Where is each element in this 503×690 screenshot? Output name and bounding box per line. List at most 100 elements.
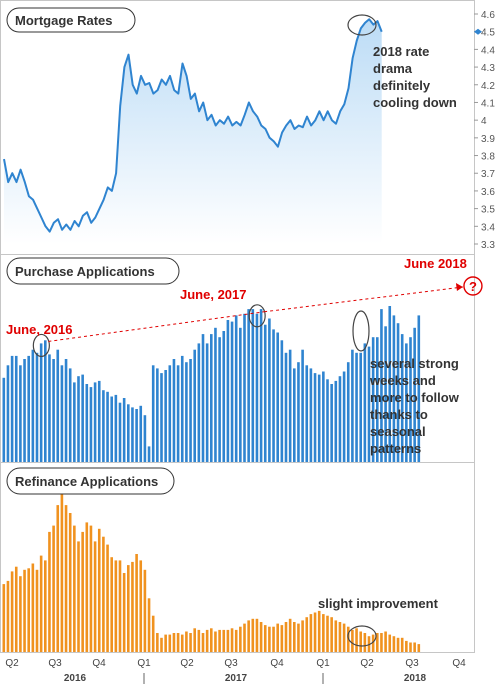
rate-tick-label: 3.3 <box>481 240 495 251</box>
rates-title-box: Mortgage Rates <box>6 7 136 33</box>
purchase-bar <box>197 343 201 462</box>
refinance-bar <box>251 618 255 652</box>
purchase-bar <box>31 349 35 462</box>
rate-current-marker <box>474 28 482 35</box>
purchase-note-line-2: weeks and <box>369 373 436 388</box>
refinance-bar <box>139 560 143 652</box>
purchase-bar <box>106 391 109 462</box>
refinance-bar <box>19 576 22 652</box>
refinance-bar <box>371 634 375 652</box>
purchase-bar <box>400 334 404 462</box>
refinance-bar <box>27 568 30 652</box>
rate-tick-label: 4.5 <box>481 28 495 39</box>
refinance-bar <box>317 610 321 652</box>
x-quarter-label: Q2 <box>5 658 19 669</box>
refinance-bar <box>309 614 313 652</box>
refinance-bar <box>417 644 421 652</box>
purchase-bar <box>330 384 333 462</box>
refinance-bar <box>151 615 155 652</box>
purchase-bar <box>172 359 176 462</box>
refinance-bar <box>180 634 184 652</box>
refinance-bar <box>44 560 47 652</box>
purchase-bar <box>60 365 64 462</box>
refinance-bar <box>413 642 416 652</box>
refinance-bar <box>384 631 387 652</box>
rate-peak-circle <box>347 14 377 36</box>
refinance-panel-frame <box>0 462 475 653</box>
purchase-bar <box>205 343 209 462</box>
purchase-bar <box>6 365 10 462</box>
purchase-bar <box>185 362 188 462</box>
refinance-bar <box>52 525 55 652</box>
refinance-bar <box>210 628 213 652</box>
rate-tick-label: 4.6 <box>481 10 495 21</box>
refinance-annotation: slight improvement <box>318 596 439 611</box>
refinance-bar <box>14 566 18 652</box>
rates-title: Mortgage Rates <box>15 13 113 28</box>
purchase-bar <box>193 349 196 462</box>
refinance-bar <box>405 640 408 652</box>
purchase-bar <box>39 343 43 462</box>
purchase-bar <box>168 365 172 462</box>
purchase-bar <box>247 309 250 462</box>
purchase-bar <box>102 390 105 462</box>
refinance-bar <box>39 555 43 652</box>
purchase-bar <box>151 365 155 462</box>
purchase-bars <box>2 306 421 462</box>
purchase-bar <box>371 337 375 462</box>
refinance-bar <box>205 629 209 652</box>
refinance-bar <box>77 541 80 652</box>
purchase-note-line-1: several strong <box>370 356 459 371</box>
purchase-bar <box>77 376 80 462</box>
purchase-annotations: June, 2016 June, 2017?June 2018 <box>6 256 483 358</box>
purchase-bar <box>392 315 396 462</box>
purchase-bar <box>68 368 72 462</box>
purchase-bar <box>301 349 304 462</box>
refinance-bar <box>239 626 242 652</box>
refinance-bar <box>164 634 167 652</box>
purchase-bar <box>243 313 246 462</box>
refinance-bar <box>272 626 275 652</box>
refinance-bar <box>305 617 309 652</box>
refinance-bar <box>131 561 134 652</box>
purchase-bar <box>201 334 205 462</box>
refinance-bar <box>106 544 109 652</box>
purchase-annotation-label: June, 2017 <box>180 287 247 302</box>
refinance-bar <box>234 629 238 652</box>
x-year-label: 2016 <box>64 673 87 684</box>
refinance-bar <box>247 620 250 652</box>
purchase-bar <box>297 362 300 462</box>
purchase-bar <box>143 415 147 462</box>
refinance-bar <box>230 628 234 652</box>
rate-tick-label: 3.7 <box>481 169 495 180</box>
x-year-label: 2017 <box>225 673 248 684</box>
rate-area-fill <box>4 19 382 244</box>
refinance-bar <box>342 623 346 652</box>
purchase-bar <box>326 379 329 462</box>
x-year-label: 2018 <box>404 673 427 684</box>
refinance-bar <box>338 622 342 652</box>
refinance-bars <box>2 494 421 652</box>
purchase-latest-circle <box>352 310 370 352</box>
refinance-title-box: Refinance Applications <box>6 467 175 495</box>
rate-tick-label: 4.2 <box>481 81 495 92</box>
purchase-bar <box>180 355 184 462</box>
purchase-bar <box>110 396 113 462</box>
refinance-bar <box>127 565 130 652</box>
purchase-bar <box>93 382 97 462</box>
purchase-bar <box>164 370 167 462</box>
purchase-bar <box>280 340 284 462</box>
purchase-title-box: Purchase Applications <box>6 257 180 285</box>
x-quarter-label: Q1 <box>316 658 330 669</box>
purchase-bar <box>355 352 358 462</box>
purchase-bar <box>222 331 226 462</box>
purchase-bar <box>376 337 379 462</box>
refinance-bar <box>268 626 271 652</box>
rates-annotation-line-3: definitely <box>373 78 431 93</box>
purchase-highlight-circle <box>248 304 266 328</box>
refinance-bar <box>197 629 201 652</box>
refinance-bar <box>114 560 118 652</box>
refinance-bar <box>359 631 362 652</box>
